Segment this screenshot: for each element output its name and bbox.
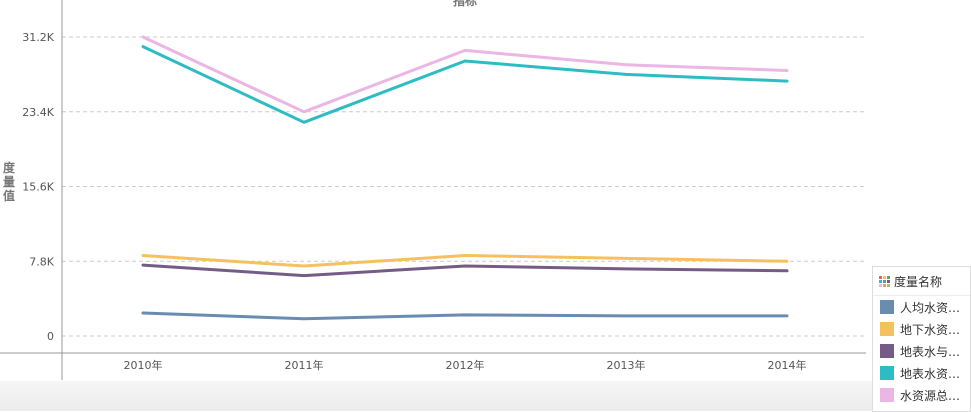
y-tick-label: 15.6K (22, 181, 54, 194)
y-tick-labels: 0 7.8K 15.6K 23.4K 31.2K (22, 31, 54, 343)
legend-item[interactable]: 地表水资源... (873, 362, 970, 384)
data-point[interactable] (300, 272, 308, 280)
x-tick-label: 2011年 (285, 358, 324, 372)
data-point[interactable] (300, 108, 308, 116)
data-point[interactable] (622, 70, 630, 78)
data-point[interactable] (783, 312, 791, 320)
x-tick-label: 2012年 (446, 358, 485, 372)
legend-label: 地表水资源... (900, 366, 970, 381)
data-point[interactable] (300, 262, 308, 270)
y-tick-label: 7.8K (29, 255, 54, 268)
data-point[interactable] (461, 252, 469, 260)
x-tick-label: 2014年 (768, 358, 807, 372)
bottom-scroll-area (0, 381, 971, 411)
data-point[interactable] (622, 265, 630, 273)
legend-swatch (880, 344, 894, 358)
legend-item[interactable]: 人均水资源... (873, 296, 970, 318)
axes (0, 0, 866, 380)
series-line-0[interactable] (141, 311, 789, 321)
y-tick-label: 23.4K (22, 106, 54, 119)
data-point[interactable] (139, 261, 147, 269)
x-tick-labels: 2010年 2011年 2012年 2013年 2014年 (124, 358, 807, 372)
data-point[interactable] (461, 46, 469, 54)
data-point[interactable] (300, 118, 308, 126)
legend-swatch (880, 388, 894, 402)
data-point[interactable] (139, 43, 147, 51)
series-lines (139, 33, 791, 323)
legend-swatch (880, 366, 894, 380)
legend-item[interactable]: 水资源总量... (873, 384, 970, 406)
series-line-4[interactable] (141, 35, 789, 114)
legend-header[interactable]: 度量名称 (873, 267, 970, 296)
y-tick-label: 0 (47, 330, 54, 343)
legend-label: 地表水与地... (900, 344, 970, 359)
series-line-2[interactable] (141, 263, 789, 278)
data-point[interactable] (139, 33, 147, 41)
data-point[interactable] (622, 61, 630, 69)
color-grid-icon (879, 275, 890, 287)
series-line-3[interactable] (141, 45, 789, 124)
legend-label: 地下水资源... (900, 322, 970, 337)
x-tick-label: 2013年 (607, 358, 646, 372)
y-tick-label: 31.2K (22, 31, 54, 44)
series-line-1[interactable] (141, 254, 789, 268)
data-point[interactable] (139, 309, 147, 317)
chart-title: 指标 (453, 0, 477, 8)
grid-lines (62, 36, 866, 337)
legend-label: 人均水资源... (900, 300, 970, 315)
data-point[interactable] (461, 311, 469, 319)
legend-label: 水资源总量... (900, 388, 970, 403)
legend-title: 度量名称 (894, 274, 943, 289)
data-point[interactable] (783, 77, 791, 85)
legend-item[interactable]: 地表水与地... (873, 340, 970, 362)
data-point[interactable] (622, 254, 630, 262)
data-point[interactable] (783, 267, 791, 275)
data-point[interactable] (783, 257, 791, 265)
legend-panel: 度量名称 人均水资源... 地下水资源... 地表水与地... 地表水资源... 水资源… (872, 266, 971, 412)
y-axis-title: 度量值 (3, 160, 16, 203)
legend-item[interactable]: 地下水资源... (873, 318, 970, 340)
data-point[interactable] (300, 315, 308, 323)
data-point[interactable] (783, 67, 791, 75)
legend-swatch (880, 300, 894, 314)
x-tick-label: 2010年 (124, 358, 163, 372)
data-point[interactable] (139, 252, 147, 260)
data-point[interactable] (622, 312, 630, 320)
data-point[interactable] (461, 262, 469, 270)
data-point[interactable] (461, 57, 469, 65)
legend-items: 人均水资源... 地下水资源... 地表水与地... 地表水资源... 水资源总量... (873, 296, 970, 406)
legend-swatch (880, 322, 894, 336)
